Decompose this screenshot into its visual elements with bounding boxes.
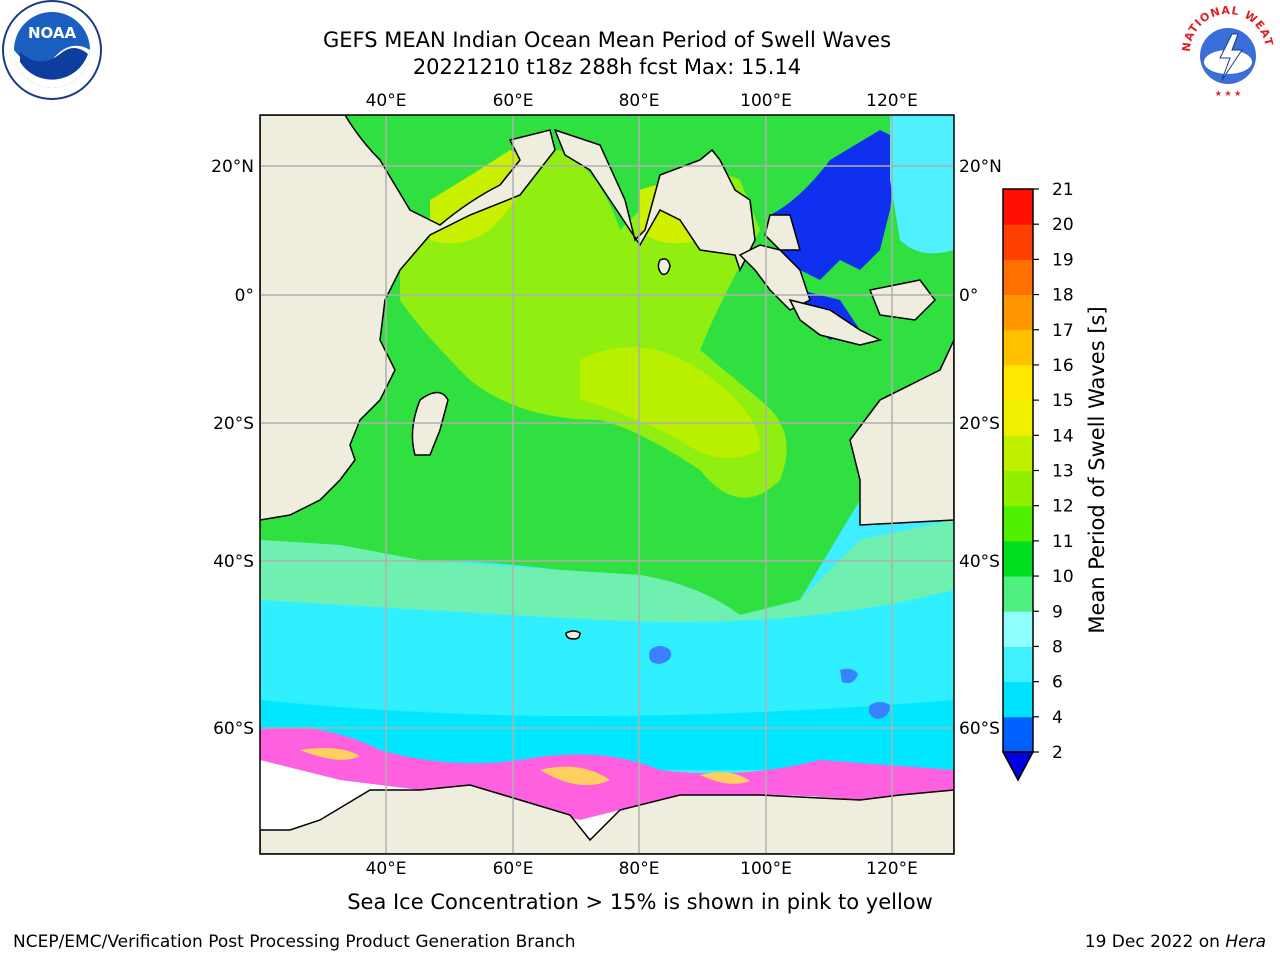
footer-date-text: 19 Dec 2022 on <box>1084 932 1226 952</box>
lat-tick-left: 40°S <box>213 552 254 572</box>
colorbar-tick-label: 8 <box>1052 637 1063 657</box>
lon-tick-top: 40°E <box>366 91 407 111</box>
map-frame <box>259 114 955 855</box>
svg-text:★ ★ ★: ★ ★ ★ <box>1215 89 1242 98</box>
lon-tick-bottom: 120°E <box>866 859 918 879</box>
lat-ticks-right: 20°N 0° 20°S 40°S 60°S <box>959 157 1002 739</box>
chart-title: GEFS MEAN Indian Ocean Mean Period of Sw… <box>322 28 892 52</box>
lon-tick-bottom: 80°E <box>619 859 660 879</box>
map-area <box>260 115 954 854</box>
colorbar-underflow-arrow <box>1001 751 1035 782</box>
lon-ticks-bottom: 40°E 60°E 80°E 100°E 120°E <box>366 859 918 879</box>
lat-tick-left: 20°S <box>213 414 254 434</box>
lon-tick-bottom: 100°E <box>740 859 792 879</box>
lon-tick-bottom: 40°E <box>366 859 407 879</box>
lat-ticks-left: 20°N 0° 20°S 40°S 60°S <box>211 157 254 739</box>
colorbar-tick-label: 11 <box>1052 532 1074 552</box>
colorbar-tick-label: 12 <box>1052 497 1074 517</box>
lat-tick-right: 40°S <box>959 552 1000 572</box>
lat-tick-right: 0° <box>959 286 978 306</box>
colorbar-tick-label: 15 <box>1052 391 1074 411</box>
colorbar-segment <box>1003 294 1033 331</box>
colorbar-tick-label: 21 <box>1052 180 1074 200</box>
colorbar-tick-label: 13 <box>1052 462 1074 482</box>
colorbar-segment <box>1003 646 1033 683</box>
colorbar-segment <box>1003 681 1033 718</box>
colorbar-segment <box>1003 540 1033 577</box>
colorbar-segment <box>1003 505 1033 542</box>
lat-tick-left: 20°N <box>211 157 254 177</box>
colorbar-tick-label: 18 <box>1052 286 1074 306</box>
lon-tick-bottom: 60°E <box>493 859 534 879</box>
colorbar-segment <box>1003 400 1033 436</box>
colorbar-segment <box>1003 576 1033 612</box>
colorbar-tick-label: 16 <box>1052 356 1074 376</box>
footer-date: 19 Dec 2022 on Hera <box>1085 932 1266 952</box>
sea-ice-caption: Sea Ice Concentration > 15% is shown in … <box>347 890 933 914</box>
colorbar-segment <box>1003 611 1033 647</box>
colorbar-segment <box>1003 259 1033 296</box>
nws-logo: NATIONAL WEATHER SERVICE ★ ★ ★ <box>1176 0 1276 100</box>
colorbar: 2 4 6 8 9 10 11 12 13 14 15 16 17 18 19 20 21 <box>1001 180 1074 782</box>
colorbar-tick-label: 19 <box>1052 250 1074 270</box>
footer-host: Hera <box>1225 932 1266 952</box>
colorbar-tick-label: 4 <box>1052 708 1063 728</box>
footer-credit: NCEP/EMC/Verification Post Processing Pr… <box>13 932 576 952</box>
colorbar-tick-label: 20 <box>1052 215 1074 235</box>
lon-ticks-top: 40°E 60°E 80°E 100°E 120°E <box>366 91 918 111</box>
colorbar-segment <box>1003 189 1033 225</box>
lat-tick-left: 0° <box>235 286 254 306</box>
colorbar-tick-label: 14 <box>1052 426 1074 446</box>
lon-tick-top: 60°E <box>493 91 534 111</box>
colorbar-segment <box>1003 364 1033 401</box>
lat-tick-left: 60°S <box>213 719 254 739</box>
lon-tick-top: 100°E <box>740 91 792 111</box>
lon-tick-top: 120°E <box>866 91 918 111</box>
lat-tick-right: 20°S <box>959 414 1000 434</box>
colorbar-segment <box>1003 470 1033 507</box>
chart-subtitle: 20221210 t18z 288h fcst Max: 15.14 <box>412 55 802 79</box>
colorbar-tick-label: 2 <box>1052 743 1063 763</box>
lat-tick-right: 60°S <box>959 719 1000 739</box>
svg-text:NOAA: NOAA <box>28 24 77 42</box>
noaa-logo: NOAA <box>2 0 102 100</box>
map-gridlines <box>260 115 954 854</box>
colorbar-segment <box>1003 716 1033 753</box>
colorbar-tick-label: 10 <box>1052 567 1074 587</box>
lat-tick-right: 20°N <box>959 157 1002 177</box>
lon-tick-top: 80°E <box>619 91 660 111</box>
colorbar-label: Mean Period of Swell Waves [s] <box>1085 306 1109 634</box>
colorbar-tick-label: 6 <box>1052 673 1063 693</box>
colorbar-segment <box>1003 435 1033 471</box>
colorbar-segment <box>1003 224 1033 260</box>
colorbar-segment <box>1003 329 1033 366</box>
colorbar-tick-label: 9 <box>1052 602 1063 622</box>
colorbar-tick-label: 17 <box>1052 321 1074 341</box>
